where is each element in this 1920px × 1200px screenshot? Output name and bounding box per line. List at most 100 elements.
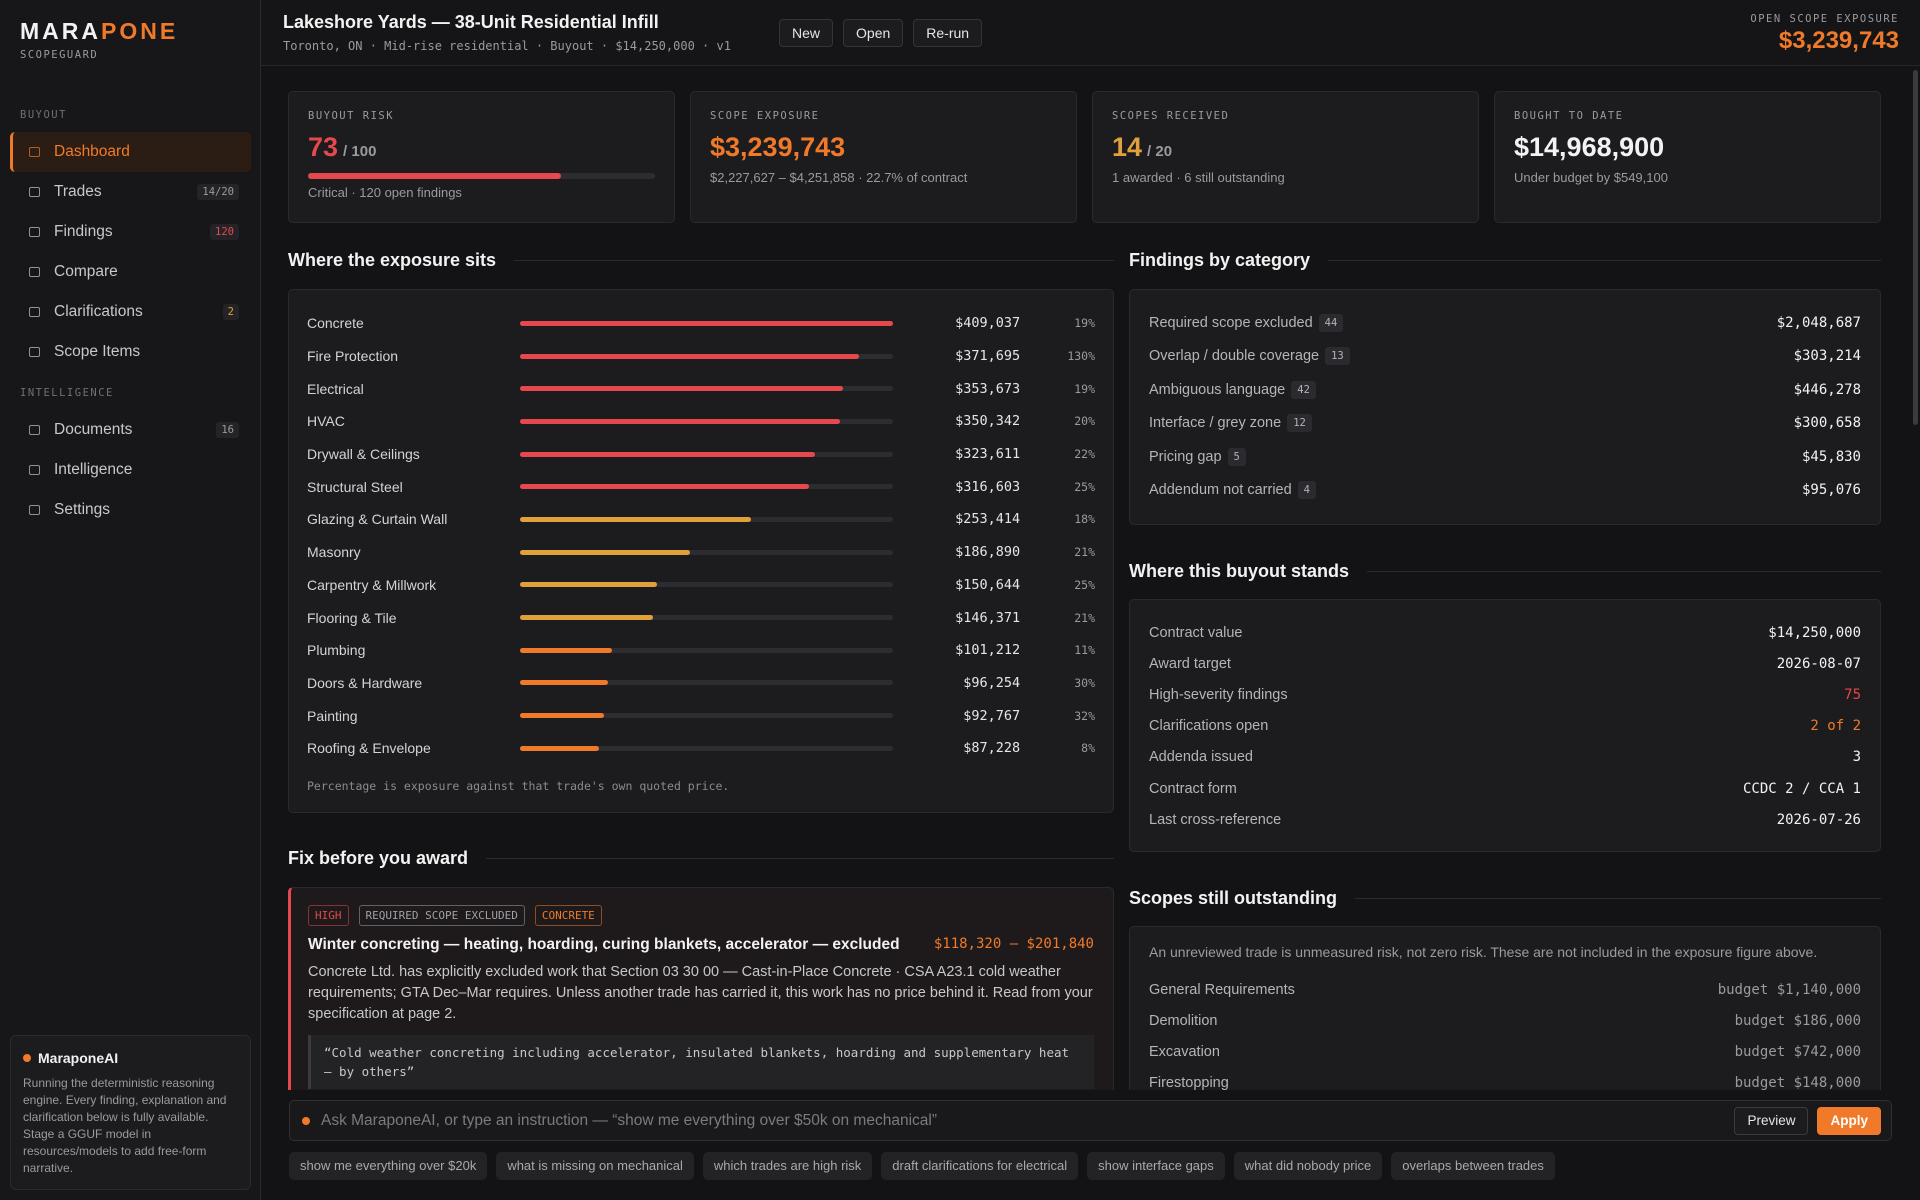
nav-icon — [29, 227, 40, 237]
kpi-value: $14,968,900 — [1514, 132, 1665, 162]
nav-icon — [29, 505, 40, 515]
finding-category-row: Interface / grey zone 12 $300,658 — [1149, 407, 1861, 441]
exposure-value: $323,611 — [955, 446, 1021, 463]
category-amount: $300,658 — [1793, 415, 1861, 432]
nav-icon — [29, 425, 40, 435]
suggestion-chip[interactable]: which trades are high risk — [702, 1152, 873, 1180]
nav-icon — [29, 267, 40, 277]
nav-item[interactable]: Clarifications 2 — [10, 292, 251, 332]
category-name: Required scope excluded — [1149, 314, 1313, 331]
exposure-track — [519, 713, 894, 719]
kpi-label: BUYOUT RISK — [308, 110, 395, 122]
suggestion-chip[interactable]: show interface gaps — [1087, 1152, 1225, 1180]
suggestion-chips: show me everything over $20k what is miss… — [289, 1152, 1555, 1180]
category-name: Pricing gap — [1149, 448, 1222, 465]
trade-name: Doors & Hardware — [307, 674, 423, 691]
nav-item[interactable]: Findings 120 — [10, 212, 251, 252]
standing-label: Award target — [1149, 655, 1231, 672]
nav-icon — [29, 347, 40, 357]
suggestion-chip[interactable]: overlaps between trades — [1391, 1152, 1555, 1180]
exposure-value: $92,767 — [963, 707, 1021, 724]
standing-label: Last cross-reference — [1149, 811, 1282, 828]
outstanding-note: An unreviewed trade is unmeasured risk, … — [1149, 944, 1818, 960]
exposure-track — [519, 418, 894, 424]
exposure-label: OPEN SCOPE EXPOSURE — [1750, 13, 1899, 25]
suggestion-chip[interactable]: what is missing on mechanical — [496, 1152, 694, 1180]
category-count: 13 — [1325, 347, 1350, 366]
exposure-row: Structural Steel $316,603 25% — [307, 470, 1095, 503]
category-amount: $446,278 — [1793, 381, 1861, 398]
scope-name: Excavation — [1149, 1043, 1220, 1060]
standing-label: Contract form — [1149, 780, 1237, 797]
suggestion-chip[interactable]: show me everything over $20k — [289, 1152, 488, 1180]
exposure-row: Glazing & Curtain Wall $253,414 18% — [307, 503, 1095, 536]
exposure-row: Painting $92,767 32% — [307, 699, 1095, 732]
nav-label: Findings — [54, 223, 113, 240]
suggestion-chip[interactable]: draft clarifications for electrical — [881, 1152, 1079, 1180]
kpi-bar-track — [308, 173, 655, 179]
prompt-button[interactable]: Apply — [1817, 1106, 1881, 1135]
nav-badge: 14/20 — [197, 184, 239, 200]
exposure-value: $371,695 — [955, 348, 1021, 365]
nav-item[interactable]: Documents 16 — [10, 410, 251, 450]
project-title: Lakeshore Yards — 38-Unit Residential In… — [283, 12, 659, 32]
exposure-value: $316,603 — [955, 478, 1021, 495]
assistant-panel: MaraponeAI Running the deterministic rea… — [10, 1035, 251, 1190]
standing-row: Addenda issued 3 — [1149, 742, 1861, 773]
exposure-value: $146,371 — [955, 609, 1021, 626]
scrollbar[interactable] — [1913, 70, 1918, 425]
product-name: SCOPEGUARD — [20, 49, 99, 61]
nav-icon — [29, 187, 40, 197]
scope-name: Firestopping — [1149, 1075, 1229, 1092]
suggestion-chip[interactable]: what did nobody price — [1233, 1152, 1383, 1180]
trade-name: Plumbing — [307, 642, 366, 659]
kpi-note: Critical · 120 open findings — [308, 185, 462, 200]
category-amount: $2,048,687 — [1776, 314, 1861, 331]
scope-budget: budget $742,000 — [1734, 1043, 1861, 1060]
exposure-value: $96,254 — [963, 674, 1021, 691]
nav-item[interactable]: Trades 14/20 — [10, 172, 251, 212]
prompt-placeholder[interactable]: Ask MaraponeAI, or type an instruction —… — [321, 1111, 937, 1129]
assistant-title: MaraponeAI — [38, 1050, 119, 1066]
outstanding-row: General Requirements budget $1,140,000 — [1149, 974, 1861, 1005]
category-count: 5 — [1227, 447, 1246, 466]
tag: CONCRETE — [534, 905, 602, 926]
header-button[interactable]: Open — [843, 19, 904, 47]
exposure-track — [519, 386, 894, 392]
prompt-dot — [302, 1116, 310, 1125]
standing-row: Last cross-reference 2026-07-26 — [1149, 804, 1861, 835]
finding-category-row: Required scope excluded 44 $2,048,687 — [1149, 306, 1861, 340]
exposure-row: Plumbing $101,212 11% — [307, 634, 1095, 667]
exposure-row: HVAC $350,342 20% — [307, 405, 1095, 438]
nav-item[interactable]: Compare — [10, 252, 251, 292]
prompt-bar[interactable]: Ask MaraponeAI, or type an instruction —… — [289, 1100, 1892, 1141]
nav-badge: 2 — [222, 304, 239, 320]
standing-value: 3 — [1852, 749, 1861, 766]
kpi-max: / 20 — [1147, 143, 1173, 160]
exposure-track — [519, 484, 894, 490]
exposure-track — [519, 353, 894, 359]
exposure-bar — [519, 549, 691, 555]
standing-row: High-severity findings 75 — [1149, 679, 1861, 710]
kpi-value-row: $14,968,900 — [1514, 132, 1861, 164]
category-count: 4 — [1297, 481, 1316, 500]
header-button[interactable]: New — [779, 19, 834, 47]
kpi-value: 14 — [1112, 132, 1143, 162]
kpi-note: 1 awarded · 6 still outstanding — [1112, 170, 1285, 185]
nav-item[interactable]: Intelligence — [10, 450, 251, 490]
header-button[interactable]: Re-run — [913, 19, 983, 47]
trade-name: HVAC — [307, 413, 345, 430]
exposure-pct: 18% — [1074, 512, 1096, 527]
finding-quote: “Cold weather concreting including accel… — [308, 1035, 1094, 1089]
nav-badge: 120 — [210, 224, 239, 240]
trade-name: Concrete — [307, 315, 364, 332]
prompt-button[interactable]: Preview — [1734, 1106, 1809, 1135]
standing-panel: Contract value $14,250,000 Award target 202… — [1129, 599, 1881, 852]
kpi-value-row: 73/ 100 — [308, 132, 655, 164]
nav-item[interactable]: Dashboard — [10, 132, 251, 172]
trade-name: Drywall & Ceilings — [307, 446, 420, 463]
nav-item[interactable]: Settings — [10, 490, 251, 530]
exposure-row: Flooring & Tile $146,371 21% — [307, 601, 1095, 634]
exposure-pct: 21% — [1074, 545, 1096, 560]
nav-item[interactable]: Scope Items — [10, 332, 251, 372]
